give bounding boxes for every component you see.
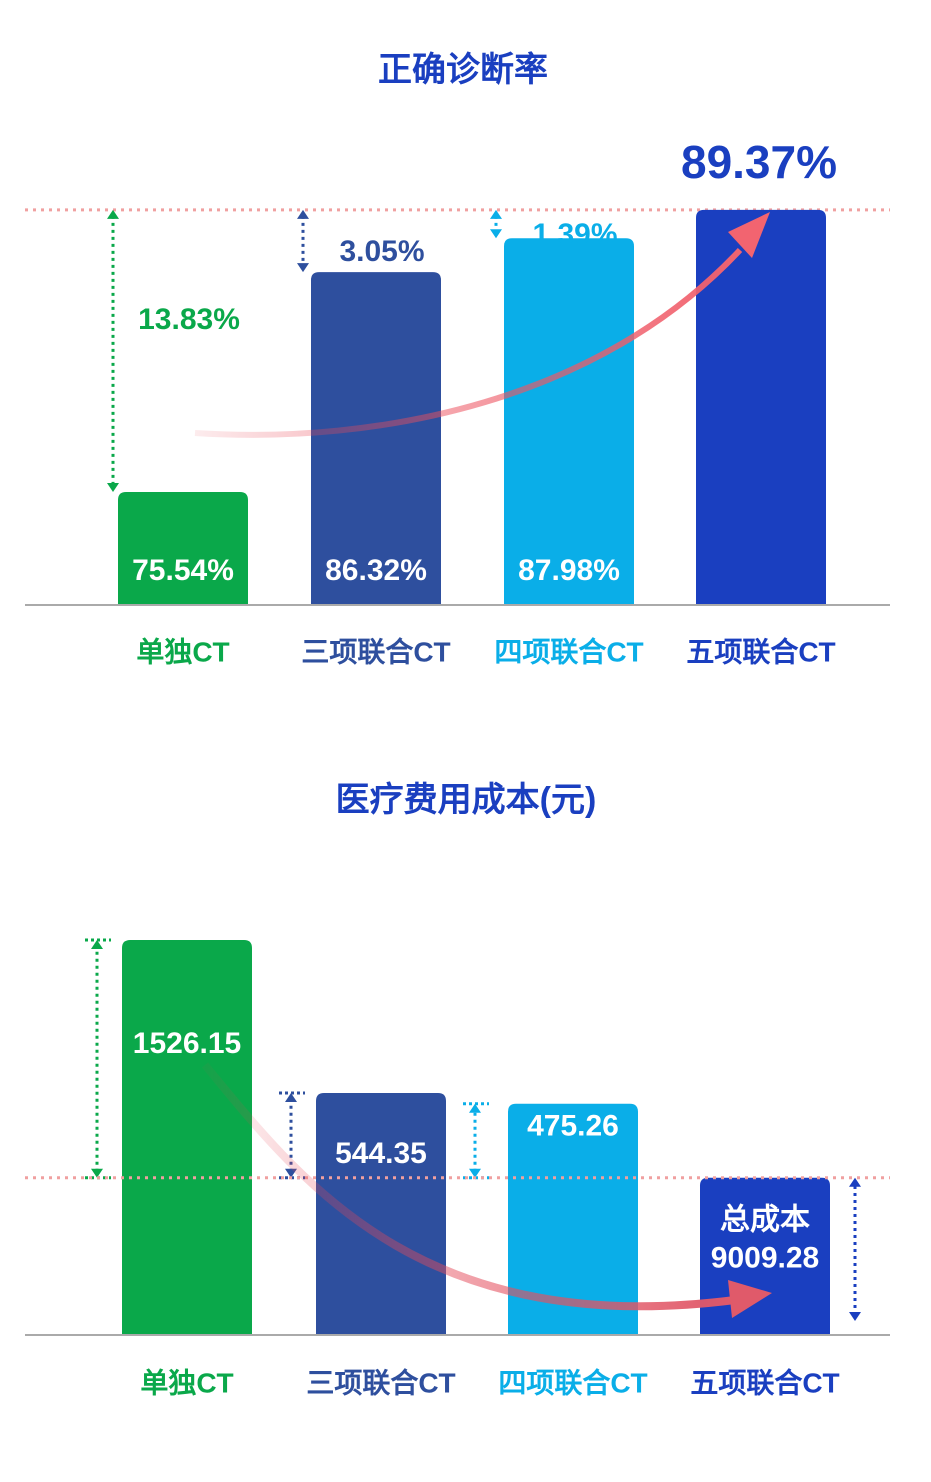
trend-arrowhead — [728, 212, 770, 258]
arrow-part — [107, 209, 119, 219]
trend-curve — [194, 247, 743, 438]
arrow-part — [297, 263, 309, 273]
category-label: 四项联合CT — [498, 1366, 647, 1398]
value-label: 475.26 — [527, 1110, 619, 1143]
arrow-part — [849, 1177, 861, 1187]
bar-base — [508, 1177, 638, 1335]
bar-base — [122, 1177, 252, 1335]
value-label: 87.98% — [518, 554, 620, 587]
arrow-part — [490, 229, 502, 239]
chart-title: 正确诊断率 — [378, 51, 548, 89]
arrow-part — [469, 1168, 481, 1178]
category-label: 五项联合CT — [690, 1366, 839, 1398]
value-label: 9009.28 — [711, 1242, 819, 1275]
bar — [118, 491, 248, 605]
category-label: 单独CT — [140, 1367, 233, 1398]
bar-extra — [508, 1103, 638, 1179]
difference-arrow — [85, 938, 111, 1180]
trend-arrowhead — [728, 1280, 772, 1318]
difference-label: 3.05% — [339, 235, 424, 268]
bar — [504, 238, 634, 605]
arrow-part — [849, 1312, 861, 1321]
difference-arrow — [463, 1102, 489, 1180]
bar-extra — [316, 1092, 446, 1179]
arrow-part — [490, 209, 502, 219]
chart-title: 医疗费用成本(元) — [336, 781, 597, 819]
category-label: 三项联合CT — [301, 635, 450, 667]
arrow-part — [91, 940, 103, 950]
difference-label: 1.39% — [532, 218, 617, 251]
difference-arrow — [297, 209, 309, 273]
bar — [696, 209, 826, 606]
arrow-part — [107, 482, 119, 492]
difference-arrow — [849, 1177, 861, 1321]
bar — [311, 272, 441, 605]
arrow-part — [469, 1103, 481, 1113]
bar-extra — [122, 940, 252, 1179]
value-label: 75.54% — [132, 554, 234, 587]
category-label: 四项联合CT — [494, 635, 643, 667]
value-label: 544.35 — [335, 1137, 427, 1170]
trend-curve — [201, 1062, 736, 1311]
value-label: 89.37% — [681, 136, 837, 188]
difference-arrow — [490, 209, 502, 239]
arrow-part — [91, 1168, 103, 1178]
category-label: 五项联合CT — [686, 635, 835, 667]
value-label: 86.32% — [325, 554, 427, 587]
difference-label: 13.83% — [138, 303, 240, 336]
total-label: 总成本 — [720, 1204, 810, 1237]
difference-arrow — [107, 209, 119, 492]
arrow-part — [285, 1092, 297, 1102]
value-label: 1526.15 — [133, 1027, 241, 1060]
arrow-part — [297, 209, 309, 219]
category-label: 三项联合CT — [306, 1366, 455, 1398]
category-label: 单独CT — [136, 636, 229, 667]
